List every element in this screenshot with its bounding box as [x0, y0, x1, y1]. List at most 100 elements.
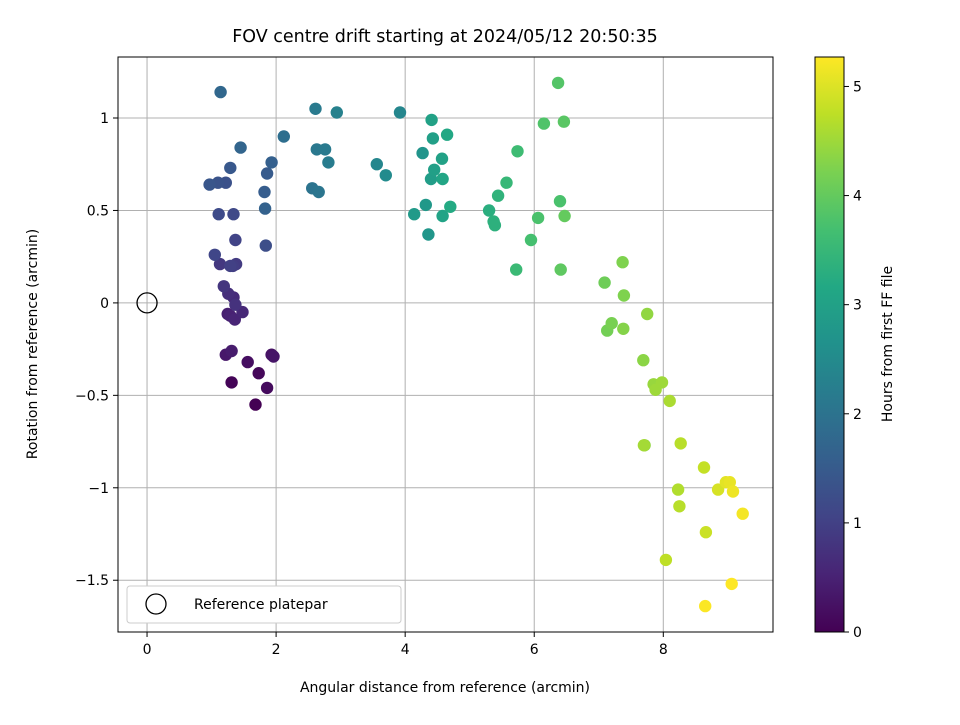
legend: Reference platepar	[126, 585, 402, 624]
data-point	[510, 263, 523, 276]
chart-title: FOV centre drift starting at 2024/05/12 …	[232, 27, 658, 47]
x-tick-label: 0	[143, 642, 152, 658]
y-tick-label: 1	[100, 111, 109, 127]
data-point	[659, 553, 673, 567]
colorbar-tick-label: 4	[853, 189, 862, 205]
data-point	[225, 344, 238, 358]
data-point	[537, 117, 551, 130]
data-point	[267, 350, 280, 363]
data-point	[637, 439, 651, 452]
data-point	[322, 156, 335, 169]
data-point	[531, 211, 545, 225]
data-point	[440, 128, 454, 141]
data-point	[557, 115, 571, 128]
data-point	[203, 178, 216, 191]
y-tick-label: 0	[100, 296, 109, 312]
data-point	[617, 322, 630, 335]
colorbar-tick-label: 3	[853, 298, 862, 314]
data-point	[422, 228, 435, 241]
data-point	[249, 398, 262, 411]
data-point	[330, 106, 343, 119]
data-point	[229, 298, 242, 311]
data-point	[428, 163, 441, 176]
y-tick-label: −1.5	[75, 573, 109, 589]
colorbar-tick-label: 0	[853, 625, 862, 641]
data-point	[258, 185, 271, 199]
data-point	[228, 313, 241, 326]
data-point	[616, 256, 629, 269]
data-point	[725, 577, 738, 591]
data-point	[554, 263, 567, 276]
legend-label: Reference platepar	[194, 597, 328, 613]
data-point	[225, 376, 238, 389]
data-point	[224, 259, 237, 273]
data-point	[309, 102, 322, 116]
reference-marker-layer	[136, 292, 158, 314]
data-point	[214, 85, 227, 99]
data-point	[511, 145, 524, 158]
data-point	[252, 367, 265, 380]
data-point	[370, 158, 383, 171]
data-point	[227, 208, 240, 221]
data-point	[444, 200, 457, 213]
data-point	[425, 113, 438, 127]
grid	[118, 57, 773, 632]
data-point	[436, 209, 449, 223]
x-tick-label: 6	[530, 642, 539, 658]
x-tick-label: 4	[401, 642, 410, 658]
reference-platepar-marker	[136, 292, 158, 314]
x-axis-label: Angular distance from reference (arcmin)	[300, 680, 590, 696]
x-axis-ticks: 0 2 4 6 8	[143, 632, 668, 658]
data-point	[229, 233, 242, 247]
data-point	[699, 599, 712, 613]
data-point	[224, 161, 237, 175]
y-tick-label: −1	[88, 481, 109, 497]
data-point	[617, 289, 631, 302]
plot-area-frame	[117, 56, 774, 633]
data-point	[553, 195, 567, 208]
data-point	[277, 130, 290, 143]
data-point	[408, 208, 421, 221]
data-point	[258, 202, 272, 215]
data-point	[605, 317, 618, 330]
data-point	[318, 143, 332, 156]
data-point	[736, 507, 749, 520]
legend-box	[126, 585, 402, 624]
y-tick-label: −0.5	[75, 388, 109, 404]
y-axis-label: Rotation from reference (arcmin)	[25, 229, 41, 459]
x-tick-label: 8	[659, 642, 668, 658]
data-point	[435, 152, 449, 165]
colorbar-ticks: 0 1 2 3 4 5	[844, 79, 862, 641]
data-point	[641, 307, 654, 321]
x-tick-label: 2	[272, 642, 281, 658]
data-point	[487, 215, 500, 228]
data-point	[637, 354, 650, 367]
data-point	[697, 461, 711, 474]
data-point	[663, 394, 676, 408]
data-point	[436, 172, 449, 186]
data-point	[260, 167, 274, 180]
data-point	[482, 204, 496, 217]
data-point	[598, 276, 611, 289]
y-tick-label: 0.5	[87, 203, 109, 219]
data-point	[711, 483, 725, 496]
data-point	[416, 146, 429, 160]
data-point	[241, 355, 254, 369]
data-point	[393, 106, 407, 119]
data-point	[426, 132, 440, 145]
colorbar-tick-label: 2	[853, 407, 862, 423]
colorbar-tick-label: 5	[853, 79, 862, 95]
data-point	[234, 141, 247, 154]
data-point	[671, 483, 685, 496]
colorbar-label: Hours from first FF file	[880, 266, 896, 422]
data-point	[491, 189, 505, 202]
data-point	[673, 500, 686, 513]
data-point	[500, 176, 513, 189]
data-point	[674, 437, 687, 450]
data-point	[312, 185, 325, 199]
data-point	[217, 280, 230, 293]
data-points	[203, 76, 749, 613]
data-point	[212, 208, 225, 221]
data-point	[551, 76, 565, 90]
